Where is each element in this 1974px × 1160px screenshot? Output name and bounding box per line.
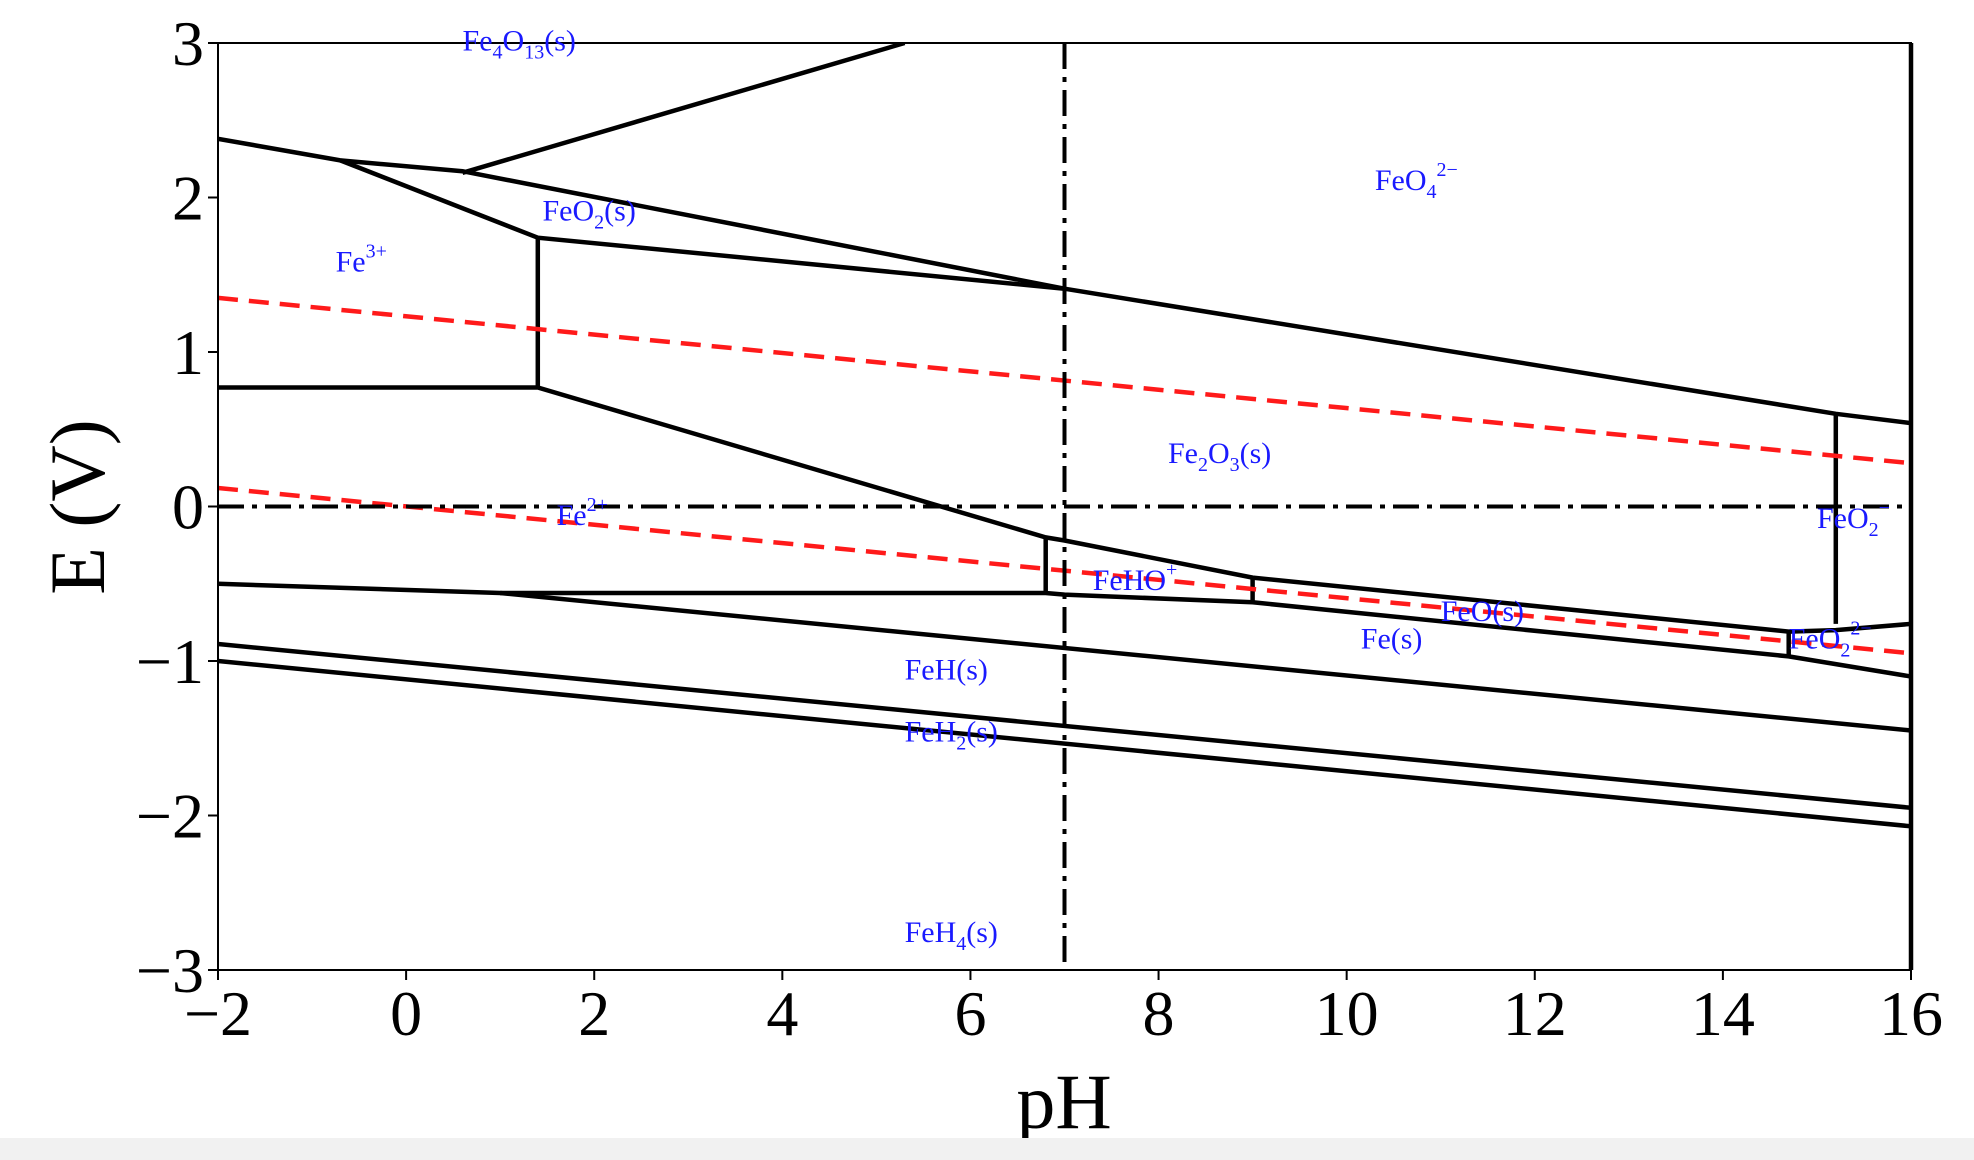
y-tick-label: 3 bbox=[172, 8, 204, 79]
y-axis-ticks: −3 −2 −1 0 1 2 3 bbox=[136, 8, 218, 1006]
y-tick-label: −3 bbox=[136, 935, 204, 1006]
phase-boundaries bbox=[218, 43, 1911, 829]
region-label-feos: FeO(s) bbox=[1441, 595, 1524, 628]
region-label-feo4: FeO42− bbox=[1375, 159, 1458, 203]
reference-lines bbox=[218, 43, 1911, 970]
y-tick-label: 1 bbox=[172, 317, 204, 388]
window-bottom-bar bbox=[0, 1138, 1974, 1160]
x-tick-label: −2 bbox=[184, 978, 252, 1049]
region-label-feo22: FeO22− bbox=[1789, 618, 1872, 662]
region-label-feho: FeHO+ bbox=[1093, 559, 1178, 597]
x-tick-label: 16 bbox=[1879, 978, 1943, 1049]
x-axis-ticks: −2 0 2 4 6 8 10 12 14 16 bbox=[184, 970, 1943, 1049]
region-label-feo2s: FeO2(s) bbox=[542, 195, 635, 234]
boundary-line-10 bbox=[499, 590, 1911, 733]
y-axis-title: E (V) bbox=[34, 419, 121, 594]
y-tick-label: 2 bbox=[172, 163, 204, 234]
boundary-line-1 bbox=[461, 43, 906, 175]
region-label-fe2: Fe2+ bbox=[557, 494, 608, 532]
boundary-line-12 bbox=[218, 658, 1911, 829]
region-label-feo2minus: FeO2− bbox=[1817, 497, 1890, 541]
x-tick-label: 6 bbox=[954, 978, 986, 1049]
region-label-fes: Fe(s) bbox=[1361, 623, 1423, 656]
region-label-feh2: FeH2(s) bbox=[905, 715, 998, 754]
y-tick-label: −1 bbox=[136, 626, 204, 697]
y-tick-label: 0 bbox=[172, 472, 204, 543]
x-tick-label: 10 bbox=[1315, 978, 1379, 1049]
x-tick-label: 8 bbox=[1143, 978, 1175, 1049]
x-tick-label: 4 bbox=[766, 978, 798, 1049]
region-label-feh4: FeH4(s) bbox=[905, 916, 998, 955]
y-tick-label: −2 bbox=[136, 781, 204, 852]
x-tick-label: 12 bbox=[1503, 978, 1567, 1049]
x-tick-label: 14 bbox=[1691, 978, 1755, 1049]
boundary-line-4 bbox=[218, 385, 1911, 634]
x-tick-label: 2 bbox=[578, 978, 610, 1049]
region-label-fe4o13: Fe4O13(s) bbox=[463, 25, 576, 64]
x-tick-label: 0 bbox=[390, 978, 422, 1049]
region-label-fehs: FeH(s) bbox=[905, 654, 988, 687]
region-label-fe3: Fe3+ bbox=[336, 241, 387, 279]
region-labels: Fe4O13(s) FeO42− FeO2(s) Fe3+ Fe2O3(s) Fe2+ Fe… bbox=[336, 25, 1890, 955]
boundary-line-0 bbox=[218, 136, 1911, 426]
region-label-fe2o3: Fe2O3(s) bbox=[1168, 437, 1271, 476]
x-axis-title: pH bbox=[1016, 1058, 1111, 1145]
